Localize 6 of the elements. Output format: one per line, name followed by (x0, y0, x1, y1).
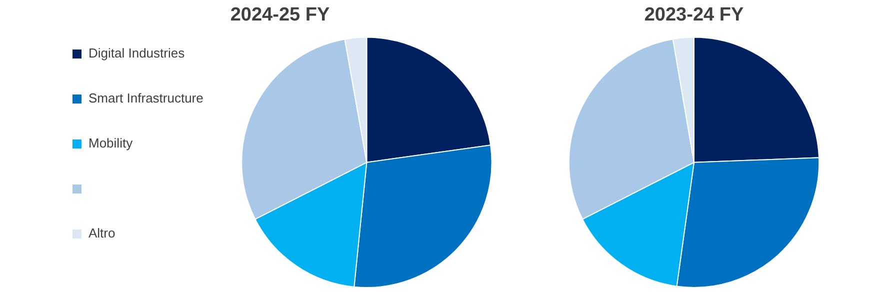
chart-title: 2024-25 FY (230, 4, 330, 26)
legend-label: Mobility (88, 136, 134, 151)
legend-label: Smart Infrastructure (88, 90, 204, 106)
legend-label: Altro (88, 226, 116, 241)
chart-title: 2023-24 FY (644, 4, 744, 26)
legend-label: Digital Industries (88, 46, 186, 61)
